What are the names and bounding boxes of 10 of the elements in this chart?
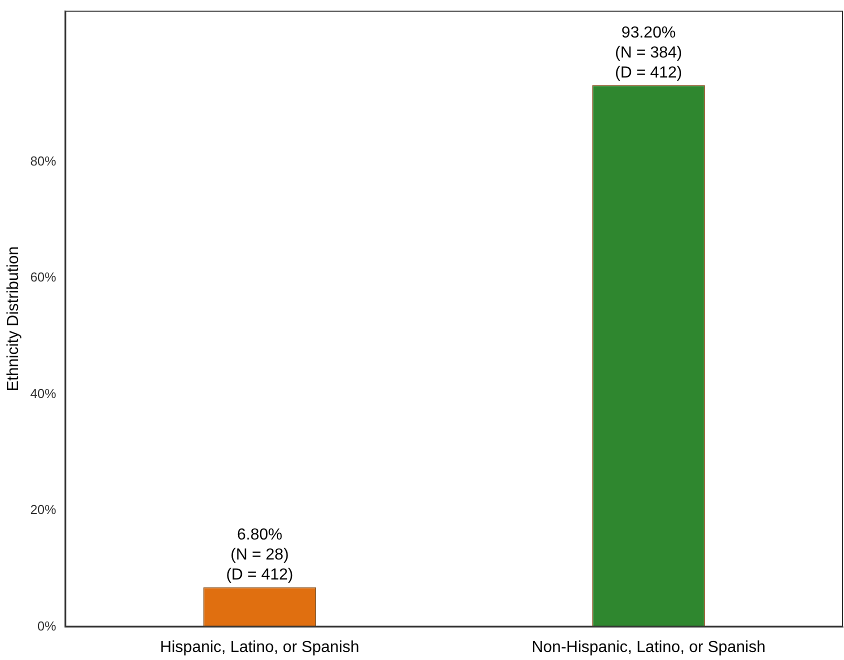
y-tick-label: 60% <box>30 270 57 285</box>
y-tick-label: 80% <box>30 153 57 168</box>
y-axis-title: Ethnicity Distribution <box>5 246 22 392</box>
x-tick-label: Hispanic, Latino, or Spanish <box>160 638 360 656</box>
data-label: 93.20% (N = 384) (D = 412) <box>614 24 682 82</box>
y-tick-label: 0% <box>37 618 57 634</box>
y-tick-label: 20% <box>30 502 57 518</box>
data-label: 6.80% (N = 28) (D = 412) <box>226 526 294 584</box>
y-tick-label: 40% <box>30 386 57 401</box>
x-tick-label: Non-Hispanic, Latino, or Spanish <box>532 638 766 656</box>
